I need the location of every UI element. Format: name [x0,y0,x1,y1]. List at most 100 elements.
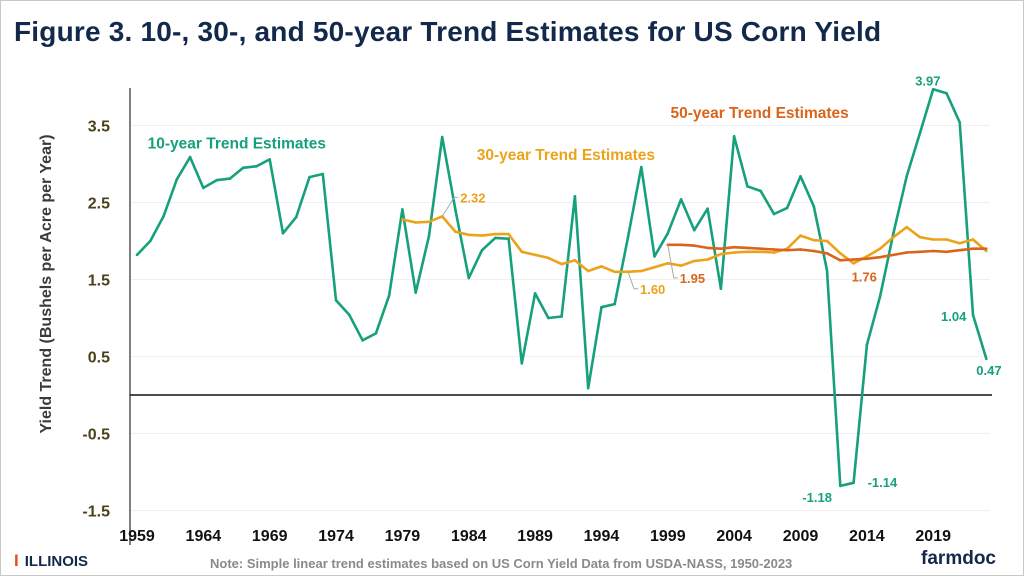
data-point [679,198,683,201]
x-tick-label: 1964 [186,528,222,545]
data-point [321,172,325,176]
data-point [334,298,338,302]
data-point [732,251,736,254]
data-point [653,265,656,269]
data-point [799,175,802,178]
data-point [865,257,869,261]
data-point [454,208,457,212]
y-tick-label: 0.5 [88,350,110,367]
data-point [984,249,988,253]
data-point [374,332,378,335]
illinois-i-icon: I [14,551,19,570]
data-point [759,247,762,250]
data-point [719,252,723,256]
data-point [945,250,948,254]
data-point [188,155,192,159]
y-tick-label: -0.5 [82,427,110,444]
x-tick-label: 2014 [849,528,885,545]
data-point [878,247,882,250]
data-point [931,238,935,241]
data-point [613,270,617,274]
data-point [573,258,577,262]
series-label: 50-year Trend Estimates [670,105,848,122]
data-point [918,131,922,135]
data-point [905,225,908,229]
data-point [387,294,391,297]
data-point [746,246,749,250]
illinois-logo: I ILLINOIS [14,551,88,571]
y-tick-label: 2.5 [88,196,110,213]
data-point [440,135,444,139]
data-point [573,195,577,198]
data-point [560,262,563,266]
data-point [839,484,842,488]
data-point [785,206,789,210]
data-point [241,166,245,170]
x-tick-label: 1989 [517,528,553,545]
data-point [971,313,975,317]
x-tick-label: 1979 [385,528,421,545]
y-tick-label: 1.5 [88,273,110,290]
data-point [746,185,749,188]
data-point [746,250,749,254]
data-point [693,228,696,232]
data-point [984,247,988,250]
data-point [639,165,643,169]
data-label: 1.60 [640,282,665,297]
data-label: 0.47 [976,363,1001,378]
data-point [348,313,351,317]
x-tick-label: 2019 [915,528,951,545]
annotation-leader [441,196,459,217]
x-tick-label: 1974 [318,528,354,545]
data-point [945,238,948,241]
data-point [294,215,298,219]
data-point [812,205,816,208]
data-point [653,255,656,258]
annotation-leader [627,271,638,290]
data-point [586,269,590,273]
x-tick-label: 1969 [252,528,288,545]
data-point [865,343,869,347]
data-point [268,158,272,161]
data-point [971,247,975,250]
data-point [799,234,802,237]
data-point [533,253,537,257]
data-point [520,250,524,254]
data-point [892,232,895,235]
data-point [454,230,457,234]
data-point [825,239,829,243]
data-point [308,175,311,179]
annotation-leader [667,244,678,279]
data-point [852,481,855,485]
data-point [732,134,736,138]
data-point [520,362,524,365]
data-label: -1.18 [802,490,832,505]
data-label: 1.95 [680,271,705,286]
data-point [785,248,789,252]
data-point [215,178,218,182]
x-tick-label: 2004 [716,528,752,545]
data-point [414,221,417,224]
data-point [865,255,869,258]
data-point [905,175,908,178]
data-label: 3.97 [915,73,940,88]
data-point [493,232,497,236]
data-point [852,262,855,265]
data-point [918,235,922,239]
data-point [706,258,709,261]
data-point [958,242,962,245]
data-point [148,239,152,243]
data-point [401,218,404,221]
data-point [162,215,165,218]
data-point [945,91,948,95]
data-point [228,177,232,180]
data-point [825,268,829,272]
data-point [507,237,510,240]
data-point [493,236,497,240]
data-point [626,235,630,239]
y-tick-label: -1.5 [82,504,110,521]
data-point [547,316,550,320]
data-point [812,238,816,242]
data-point [825,252,829,255]
